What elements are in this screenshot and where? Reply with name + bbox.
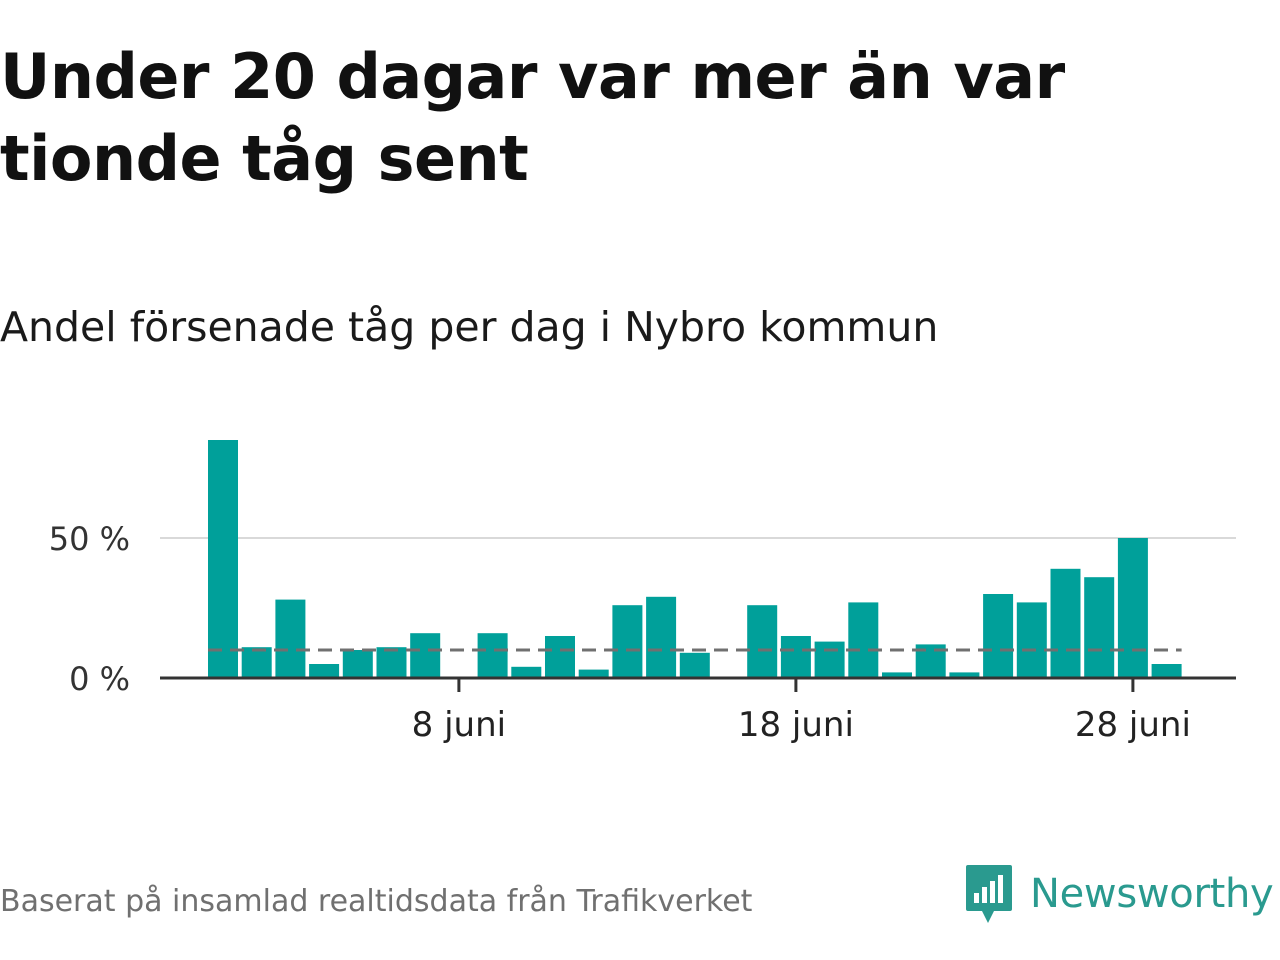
source-note: Baserat på insamlad realtidsdata från Tr…	[0, 884, 753, 919]
headline: Under 20 dagar var mer än var tionde tåg…	[0, 40, 1065, 195]
bar	[780, 636, 811, 678]
bar	[309, 664, 340, 678]
x-tick-label: 8 juni	[412, 705, 506, 745]
bar	[983, 594, 1014, 678]
bar	[646, 596, 677, 678]
bar	[208, 440, 238, 678]
bar	[679, 652, 710, 678]
bar	[949, 672, 980, 678]
bar	[814, 641, 845, 678]
bar	[477, 633, 508, 678]
labels-layer: 0 % 50 % 8 juni 18 juni 28 juni	[49, 520, 1191, 745]
bars-layer	[208, 440, 1182, 678]
bar	[1016, 602, 1047, 678]
bar	[1084, 577, 1115, 678]
bar	[410, 633, 441, 678]
bar	[1151, 664, 1182, 678]
chart-title: Andel försenade tåg per dag i Nybro komm…	[0, 303, 939, 351]
x-tick-label: 18 juni	[738, 705, 854, 745]
newsworthy-chart-bubble-icon	[966, 865, 1012, 923]
bar	[241, 647, 272, 678]
y-tick-label: 0 %	[69, 660, 130, 698]
x-tick-label: 28 juni	[1075, 705, 1191, 745]
brand-name: Newsworthy	[1030, 871, 1274, 917]
bar	[612, 605, 643, 678]
bar	[578, 669, 609, 678]
bar	[342, 650, 373, 678]
bar	[747, 605, 778, 678]
bar	[275, 599, 306, 678]
axis-layer	[160, 676, 1236, 692]
bar	[376, 647, 407, 678]
brand[interactable]: Newsworthy	[964, 862, 1274, 926]
bar	[1117, 538, 1148, 678]
bar	[882, 672, 912, 678]
bar	[545, 636, 575, 678]
bar-chart: 0 % 50 % 8 juni 18 juni 28 juni	[49, 440, 1236, 745]
y-tick-label: 50 %	[49, 520, 130, 558]
bar	[1050, 568, 1081, 678]
bar	[511, 666, 542, 678]
bar	[848, 602, 879, 678]
